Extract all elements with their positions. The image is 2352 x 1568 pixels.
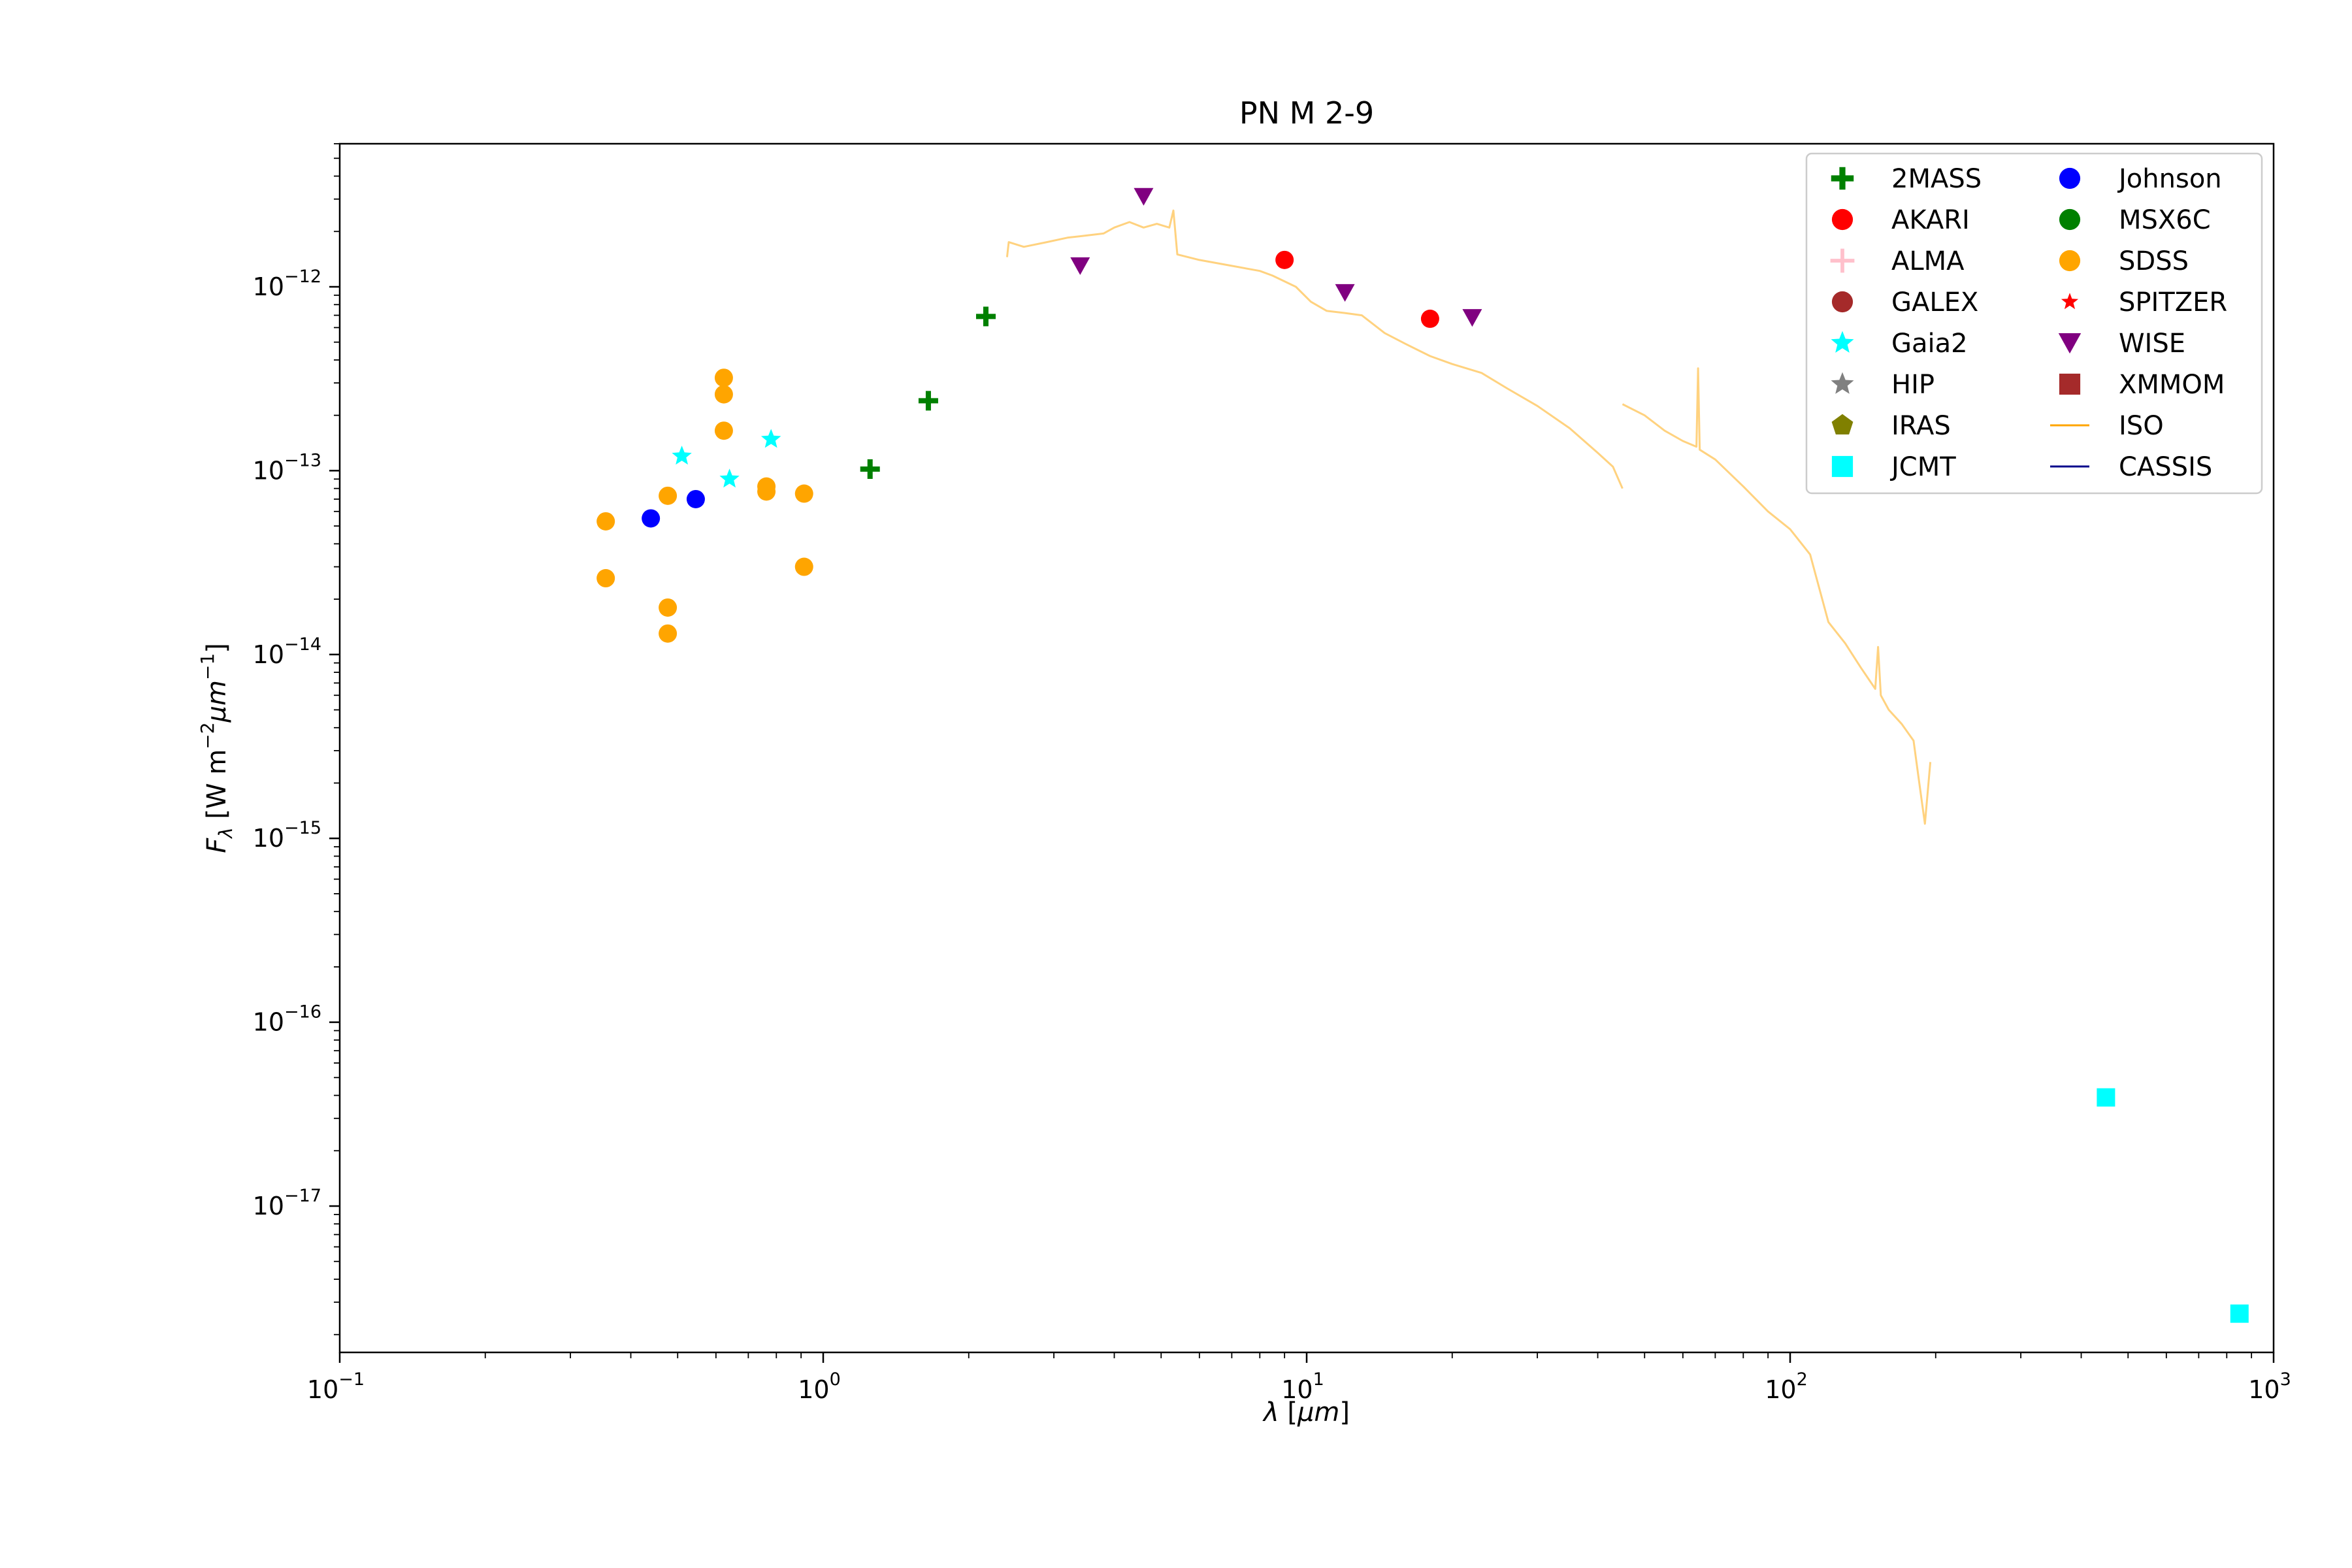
legend-item-gaia2: Gaia2 <box>1831 329 1968 359</box>
legend: 2MASS AKARI ALMA GALEX Gaia2 HIP IRAS JCMT Johns… <box>1805 152 2263 495</box>
legend-item-iso: ISO <box>2050 411 2164 441</box>
legend-item-msx6c: MSX6C <box>2059 205 2211 235</box>
y-tick-label: 10−12 <box>253 267 321 301</box>
legend-item-akari: AKARI <box>1831 205 1970 235</box>
data-point-sdss-0 <box>596 512 615 531</box>
data-point-sdss-9 <box>757 482 776 501</box>
legend-item-galex: GALEX <box>1831 287 1978 318</box>
legend-item-sdss: SDSS <box>2059 246 2189 276</box>
legend-label: WISE <box>2119 329 2185 359</box>
x-tick-label: 10−1 <box>307 1369 365 1404</box>
data-point-wise-2 <box>1335 284 1355 302</box>
legend-box <box>1805 152 2263 495</box>
legend-swatch <box>1831 372 1854 394</box>
data-point-sdss-5 <box>714 368 733 387</box>
legend-item-jcmt: JCMT <box>1831 452 1956 482</box>
data-point-2mass-0 <box>860 459 880 479</box>
data-point-sdss-6 <box>714 385 733 404</box>
data-point-sdss-11 <box>794 557 813 576</box>
legend-label: CASSIS <box>2119 452 2212 482</box>
legend-label: HIP <box>1891 370 1935 400</box>
legend-swatch <box>2058 333 2082 354</box>
x-axis-label: λ [μm] <box>1262 1397 1350 1428</box>
legend-swatch <box>1831 331 1854 353</box>
data-point-johnson-0 <box>642 509 661 528</box>
legend-item-2mass: 2MASS <box>1831 164 1982 194</box>
legend-swatch <box>2059 208 2081 231</box>
data-point-2mass-2 <box>975 306 996 327</box>
x-tick-label: 100 <box>798 1369 841 1404</box>
legend-swatch <box>1831 208 1854 231</box>
title-text: PN M 2-9 <box>1239 95 1374 131</box>
data-point-akari-0 <box>1275 250 1294 269</box>
legend-label: SDSS <box>2119 246 2189 276</box>
data-point-wise-0 <box>1070 257 1090 275</box>
legend-swatch <box>1831 167 1854 190</box>
data-point-sdss-1 <box>596 569 615 588</box>
data-point-sdss-2 <box>659 486 678 505</box>
legend-swatch <box>2059 250 2081 272</box>
legend-item-johnson: Johnson <box>2059 164 2222 194</box>
data-point-wise-1 <box>1134 188 1154 206</box>
data-point-sdss-10 <box>794 484 813 503</box>
legend-label: Johnson <box>2117 164 2222 194</box>
legend-label: 2MASS <box>1891 164 1982 194</box>
legend-label: ALMA <box>1891 246 1965 276</box>
series-line-iso-1 <box>1622 367 1932 825</box>
legend-label: IRAS <box>1891 411 1951 441</box>
plot-area <box>596 188 2249 1323</box>
y-tick-label: 10−15 <box>253 818 321 853</box>
legend-swatch <box>2059 167 2081 189</box>
legend-swatch <box>1830 248 1855 273</box>
y-tick-label: 10−14 <box>253 634 321 669</box>
data-point-gaia2-0 <box>672 446 692 465</box>
y-tick-label: 10−17 <box>253 1186 321 1220</box>
legend-label: Gaia2 <box>1891 329 1968 359</box>
y-tick-label: 10−16 <box>253 1002 321 1037</box>
data-point-sdss-7 <box>714 421 733 440</box>
data-point-2mass-1 <box>918 391 938 411</box>
legend-label: AKARI <box>1891 205 1970 235</box>
x-tick-label: 102 <box>1765 1369 1808 1404</box>
legend-label: SPITZER <box>2119 287 2227 318</box>
legend-label: XMMOM <box>2119 370 2225 400</box>
legend-item-iras: IRAS <box>1831 411 1951 441</box>
axes: 10−1 100 101 102 10310−1710−1610−1510−1410−1… <box>197 142 2291 1428</box>
data-point-jcmt-0 <box>2097 1088 2115 1107</box>
y-tick-label: 10−13 <box>253 450 321 485</box>
legend-label: JCMT <box>1889 452 1956 482</box>
data-point-sdss-4 <box>659 624 678 643</box>
data-point-johnson-1 <box>686 489 705 508</box>
x-tick-label: 103 <box>2248 1369 2291 1404</box>
legend-swatch <box>2061 293 2079 310</box>
data-point-wise-3 <box>1462 309 1482 327</box>
legend-swatch <box>1831 455 1854 478</box>
legend-label: ISO <box>2119 411 2164 441</box>
legend-swatch <box>2059 373 2081 395</box>
y-axis-label: Fλ [W m−2μm−1] <box>197 643 237 853</box>
data-point-sdss-3 <box>659 598 678 617</box>
legend-item-alma: ALMA <box>1830 246 1965 276</box>
data-point-gaia2-1 <box>719 468 740 488</box>
legend-item-cassis: CASSIS <box>2050 452 2212 482</box>
data-point-jcmt-1 <box>2230 1304 2249 1323</box>
data-point-akari-1 <box>1420 309 1439 328</box>
legend-item-xmmom: XMMOM <box>2059 370 2225 400</box>
data-point-gaia2-2 <box>760 429 781 448</box>
legend-swatch <box>1831 414 1854 434</box>
legend-item-hip: HIP <box>1831 370 1935 400</box>
legend-swatch <box>1831 291 1854 313</box>
legend-label: GALEX <box>1891 287 1978 318</box>
series-line-iso-0 <box>1005 209 1624 489</box>
chart-title: PN M 2-9 <box>1239 95 1374 131</box>
legend-item-wise: WISE <box>2058 329 2185 359</box>
legend-item-spitzer: SPITZER <box>2061 287 2227 318</box>
legend-label: MSX6C <box>2119 205 2211 235</box>
